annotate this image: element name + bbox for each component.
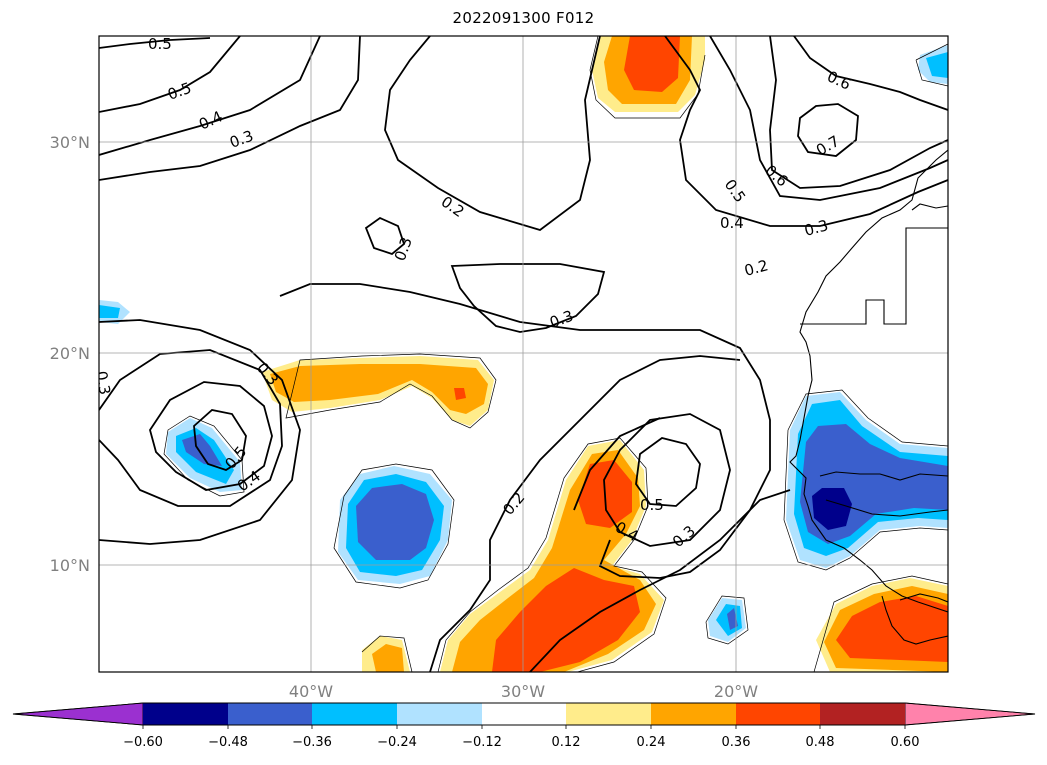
contour-label: 0.5 xyxy=(165,79,194,104)
shade-negative-west-edge-core xyxy=(99,305,120,318)
map-title: 2022091300 F012 xyxy=(452,9,595,27)
colorbar-tick-label: 0.24 xyxy=(637,735,666,750)
contour-label: 0.3 xyxy=(669,522,699,551)
shaded-fields xyxy=(99,36,948,672)
shade-positive-south-max xyxy=(492,568,640,672)
colorbar-extend-low xyxy=(12,702,144,726)
contour-label: 0.3 xyxy=(227,127,256,152)
colorbar-tick-label: 0.48 xyxy=(806,735,835,750)
lat-label-30n: 30°N xyxy=(50,133,90,152)
colorbar-bin xyxy=(312,703,397,725)
colorbar-bin xyxy=(228,703,312,725)
map-plot: 0.5 0.5 0.4 0.3 0.2 0.3 0.3 0.6 0.7 0.6 … xyxy=(92,35,948,672)
contour-label: 0.6 xyxy=(761,161,791,190)
colorbar-tick-label: −0.36 xyxy=(292,735,332,750)
shade-negative-south-max xyxy=(727,608,738,630)
contour-label: 0.2 xyxy=(438,193,468,221)
shade-negative-central-max xyxy=(356,484,434,560)
contour-label: 0.5 xyxy=(721,176,749,206)
colorbar-tick-label: −0.48 xyxy=(208,735,248,750)
colorbar-bin xyxy=(736,703,820,725)
lat-label-10n: 10°N xyxy=(50,556,90,575)
contour-label: 0.4 xyxy=(720,214,744,232)
gridlines xyxy=(99,36,948,672)
lon-label-30w: 30°W xyxy=(501,682,545,701)
colorbar-bin xyxy=(397,703,482,725)
colorbar-ticks xyxy=(142,725,906,729)
colorbar-tick-label: 0.12 xyxy=(552,735,581,750)
colorbar-tick-label: 0.60 xyxy=(891,735,920,750)
colorbar: −0.60 −0.48 −0.36 −0.24 −0.12 0.12 0.24 … xyxy=(12,702,1036,750)
colorbar-tick-label: 0.36 xyxy=(722,735,751,750)
map-frame xyxy=(98,35,949,673)
coastlines xyxy=(789,149,948,645)
shade-positive-north-max xyxy=(624,36,680,92)
shade-positive-se-max xyxy=(836,596,948,662)
contour-lines xyxy=(99,36,948,672)
contour-label: 0.4 xyxy=(196,107,225,133)
contour-label: 0.5 xyxy=(640,496,664,514)
colorbar-bin xyxy=(820,703,905,725)
shade-negative-ne-core xyxy=(926,52,948,78)
contour-label: 0.3 xyxy=(802,216,830,240)
shade-positive-sw-core xyxy=(372,644,404,672)
contour-label: 0.3 xyxy=(92,370,114,397)
contour-label: 0.3 xyxy=(391,235,416,264)
shade-positive-central-max xyxy=(454,388,466,400)
colorbar-bin xyxy=(143,703,228,725)
shade-positive-central-core xyxy=(270,364,488,414)
shade-negative-west-max xyxy=(182,434,222,466)
colorbar-extend-high xyxy=(904,702,1036,726)
lon-label-40w: 40°W xyxy=(289,682,333,701)
colorbar-tick-label: −0.60 xyxy=(123,735,163,750)
lon-label-20w: 20°W xyxy=(714,682,758,701)
colorbar-bin xyxy=(482,703,566,725)
shade-negative-east-min xyxy=(812,488,852,530)
contour-label: 0.5 xyxy=(148,35,172,53)
colorbar-tick-label: −0.24 xyxy=(377,735,417,750)
colorbar-bin xyxy=(566,703,651,725)
lat-label-20n: 20°N xyxy=(50,344,90,363)
colorbar-tick-label: −0.12 xyxy=(462,735,502,750)
contour-label: 0.2 xyxy=(742,256,770,280)
colorbar-bin xyxy=(651,703,736,725)
